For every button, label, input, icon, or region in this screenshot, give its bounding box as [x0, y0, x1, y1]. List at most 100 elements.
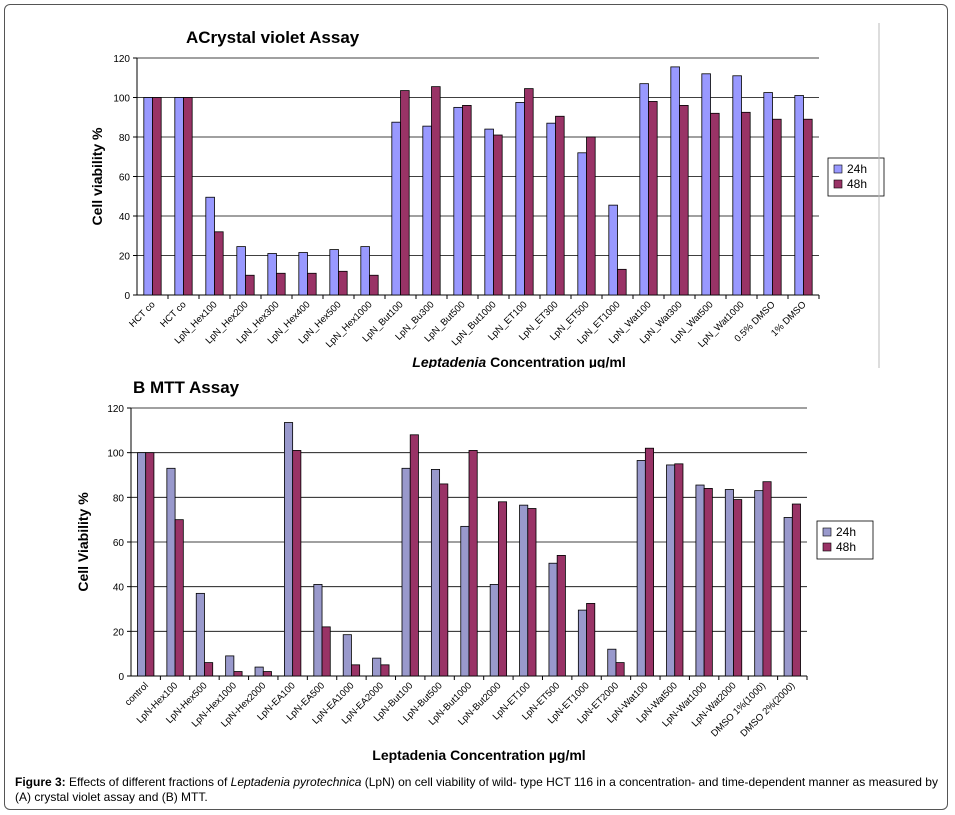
chart-b-bar-24h — [607, 648, 617, 677]
chart-b-bar-24h — [195, 592, 205, 677]
chart-b-bar-48h — [762, 481, 772, 677]
chart-a-bar-48h — [307, 272, 317, 296]
chart-b-legend-label: 48h — [836, 540, 856, 554]
chart-b-bar-48h — [145, 452, 155, 677]
chart-a-bar-24h — [639, 83, 649, 296]
chart-b-bar-24h — [225, 655, 235, 677]
chart-b-ytick-label: 40 — [113, 583, 125, 594]
chart-a-bar-24h — [608, 204, 618, 296]
chart-a-bar-48h — [462, 105, 472, 296]
chart-a-legend-label: 24h — [847, 162, 867, 176]
chart-a-ytick-label: 0 — [124, 291, 130, 302]
chart-b-bar-48h — [674, 463, 684, 677]
caption-italic: Leptadenia pyrotechnica — [230, 775, 362, 789]
chart-a-bar-24h — [701, 73, 711, 296]
chart-a-bar-48h — [741, 111, 751, 296]
chart-a-bar-24h — [143, 97, 153, 296]
chart-a-ytick-label: 80 — [119, 133, 131, 144]
chart-a-ytick-label: 40 — [119, 212, 131, 223]
chart-b-bar-48h — [409, 434, 419, 677]
chart-b-bar-24h — [342, 634, 352, 677]
chart-b-bar-24h — [489, 584, 499, 677]
chart-b-legend-label: 24h — [836, 525, 856, 539]
chart-b-bar-48h — [439, 483, 449, 677]
chart-b-bar-24h — [636, 460, 646, 677]
chart-a-bar-48h — [679, 105, 689, 296]
chart-b-bar-24h — [254, 666, 264, 677]
chart-a-xtick-label: HCT co — [158, 299, 188, 329]
chart-a-bar-48h — [214, 231, 224, 296]
chart-b-bar-48h — [791, 503, 801, 677]
chart-b-bar-48h — [586, 603, 596, 677]
chart-b-bar-48h — [233, 671, 243, 677]
chart-a-legend-swatch — [833, 179, 843, 189]
chart-b-ytick-label: 100 — [107, 449, 124, 460]
chart-b-bar-24h — [372, 657, 382, 677]
chart-b-legend-swatch — [822, 542, 832, 552]
chart-b-bar-24h — [430, 469, 441, 677]
chart-a-bar-48h — [524, 88, 534, 296]
chart-b-bar-24h — [724, 489, 734, 677]
chart-a-bar-24h — [329, 249, 339, 296]
chart-b-bar-24h — [313, 584, 323, 677]
chart-a-bar-48h — [617, 268, 627, 296]
chart-b-legend-swatch — [822, 527, 832, 537]
chart-a-bar-24h — [794, 95, 804, 296]
chart-b-bar-24h — [460, 525, 470, 677]
chart-a-bar-48h — [710, 112, 720, 296]
chart-a-bar-48h — [183, 97, 193, 296]
chart-a-ytick-label: 100 — [113, 94, 130, 105]
chart-b-bar-24h — [401, 467, 411, 677]
chart-b-title: B MTT Assay — [133, 378, 240, 397]
chart-a-title: ACrystal violet Assay — [186, 28, 360, 47]
chart-a-bar-48h — [400, 90, 410, 296]
chart-a-ytick-label: 20 — [119, 252, 131, 263]
chart-b-bar-24h — [754, 490, 764, 677]
chart-a-legend-label: 48h — [847, 177, 867, 191]
caption-label: Figure 3: — [15, 775, 66, 789]
chart-b-xlabel: Leptadenia Concentration µg/ml — [372, 747, 585, 763]
caption-text-before: Effects of different fractions of — [65, 775, 231, 789]
chart-a-bar-24h — [236, 246, 246, 296]
chart-a-bar-48h — [493, 134, 503, 296]
chart-a-bar-24h — [360, 246, 370, 296]
caption-text-after: (LpN) on cell viability of wild- type HC… — [15, 775, 938, 804]
chart-a-bar-48h — [648, 101, 658, 296]
chart-a-bar-24h — [484, 128, 494, 296]
chart-a-bar-48h — [245, 274, 255, 296]
figure-caption: Figure 3: Effects of different fractions… — [15, 775, 940, 805]
chart-b-bar-48h — [262, 671, 272, 677]
chart-a-bar-48h — [803, 118, 813, 296]
chart-b-ytick-label: 60 — [113, 538, 125, 549]
chart-b-bar-48h — [527, 508, 537, 677]
chart-b-bar-48h — [174, 519, 184, 677]
chart-b-ytick-label: 0 — [118, 672, 124, 683]
chart-a-ylabel: Cell viability % — [89, 127, 105, 226]
chart-a-bar-24h — [205, 196, 215, 296]
chart-b-bar-48h — [644, 447, 654, 677]
chart-a-bar-48h — [586, 136, 596, 296]
chart-b-bar-48h — [615, 662, 625, 677]
chart-b-bar-48h — [733, 499, 743, 677]
chart-b-xtick-label: DMSO 2%(2000) — [738, 680, 797, 739]
chart-a-ytick-label: 120 — [113, 54, 130, 65]
chart-a-bar-24h — [298, 252, 308, 296]
chart-b-xtick-label: control — [123, 680, 151, 708]
chart-a-xlabel-italic: Leptadenia — [412, 354, 486, 368]
chart-a-xlabel: Leptadenia Concentration µg/ml — [412, 354, 625, 368]
chart-b-bar-48h — [292, 450, 302, 677]
chart-a-bar-24h — [453, 106, 463, 296]
chart-b-bar-48h — [497, 501, 508, 677]
chart-b-bar-48h — [468, 450, 478, 677]
chart-a-bar-48h — [772, 118, 782, 296]
chart-a-bar-24h — [515, 102, 525, 296]
chart-b-bar-24h — [284, 422, 294, 677]
figure-frame — [4, 4, 948, 810]
chart-b-bar-48h — [204, 662, 214, 677]
chart-b-bar-48h — [321, 626, 331, 677]
chart-b-bar-24h — [666, 464, 676, 677]
chart-b-bar-24h — [548, 562, 558, 677]
chart-a-legend-swatch — [833, 164, 843, 174]
chart-a-bar-24h — [174, 97, 184, 296]
